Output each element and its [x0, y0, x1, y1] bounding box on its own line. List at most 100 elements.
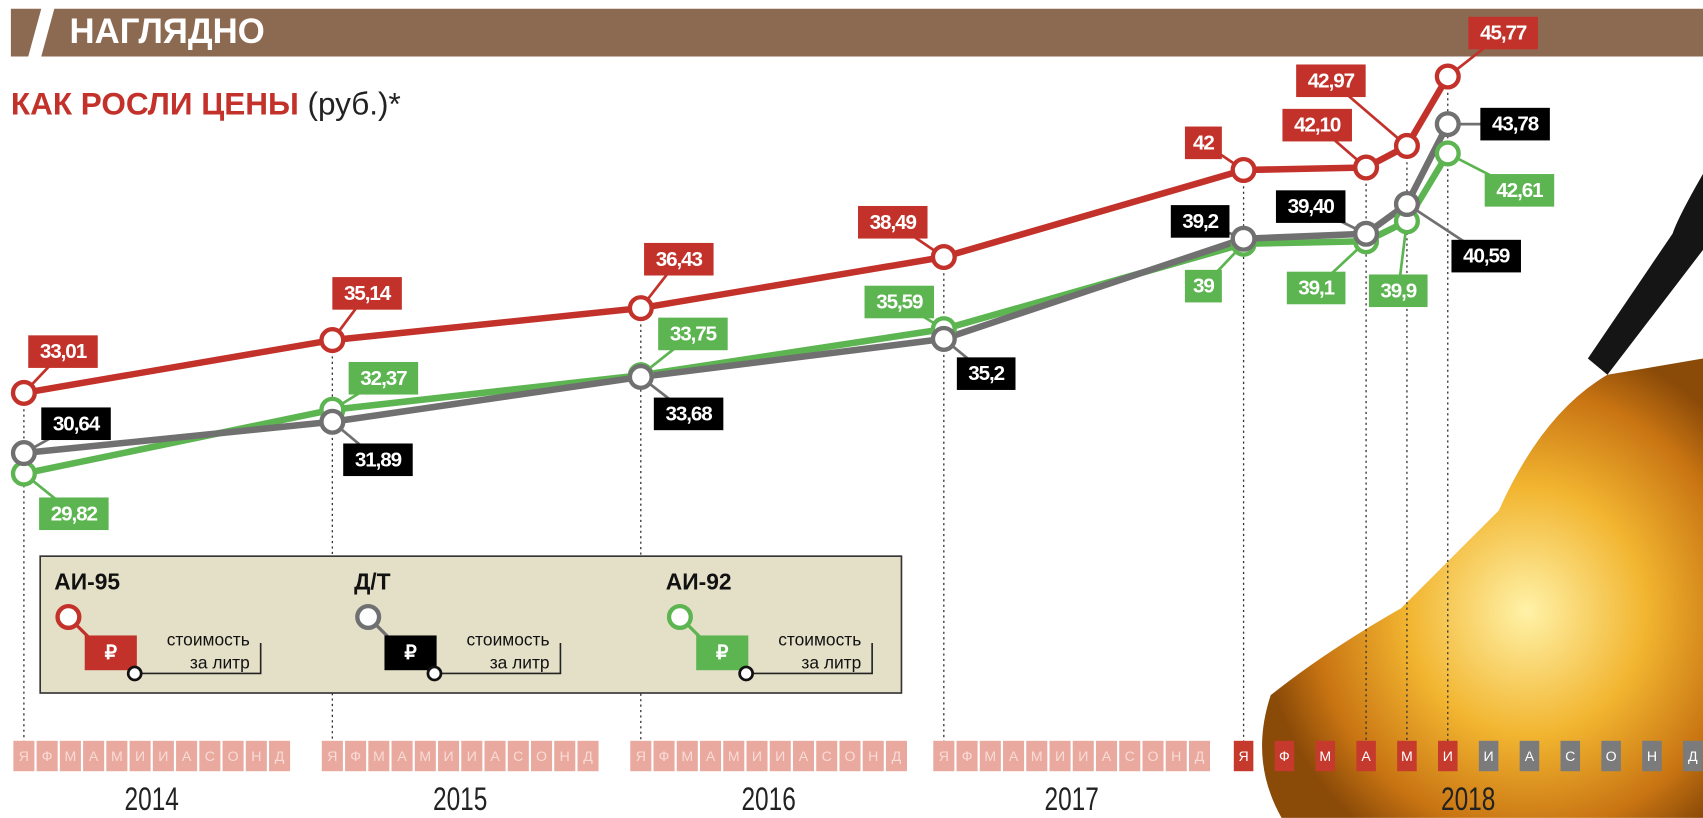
month-label: М	[728, 748, 740, 764]
value-label-box	[644, 242, 714, 276]
month-label: О	[536, 748, 547, 764]
month-label: А	[490, 748, 500, 764]
value-label: 40,59	[1463, 245, 1510, 268]
month-cell	[956, 740, 978, 772]
subtitle: (руб.)*	[308, 86, 401, 122]
value-label: 42,97	[1308, 69, 1355, 92]
month-label: О	[1148, 748, 1159, 764]
month-label: А	[182, 748, 192, 764]
year-label: 2017	[1044, 782, 1098, 818]
title: КАК РОСЛИ ЦЕНЫ	[11, 86, 299, 122]
month-label: И	[1055, 748, 1065, 764]
fuel-splash	[1262, 358, 1703, 818]
month-label: О	[228, 748, 239, 764]
year-label: 2018	[1441, 782, 1495, 818]
value-label-box	[858, 205, 928, 239]
point	[1393, 190, 1420, 218]
month-cell	[484, 740, 506, 772]
month-label: А	[89, 748, 99, 764]
value-label: 39,40	[1288, 195, 1335, 218]
month-label: Ф	[962, 748, 973, 764]
month-label: И	[135, 748, 145, 764]
month-label: Я	[19, 748, 29, 764]
legend-note: стоимость	[778, 629, 861, 649]
month-cell	[36, 740, 58, 772]
value-label: 43,78	[1492, 113, 1539, 136]
month-cell	[577, 740, 599, 772]
value-label-box	[1484, 174, 1555, 207]
month-cell	[321, 740, 343, 772]
chart-title: КАК РОСЛИ ЦЕНЫ (руб.)*	[11, 86, 401, 122]
value-label: 39,2	[1182, 210, 1218, 233]
month-cell	[769, 740, 791, 772]
legend-price-box	[384, 635, 437, 671]
legend-note: стоимость	[467, 629, 550, 649]
month-cell	[723, 740, 745, 772]
month-cell	[461, 740, 483, 772]
header-title: НАГЛЯДНО	[70, 13, 265, 51]
point	[1230, 156, 1257, 184]
month-label: С	[205, 748, 215, 764]
year-label: 2015	[433, 782, 487, 818]
value-label: 29,82	[51, 502, 98, 525]
month-label: Н	[560, 748, 570, 764]
point	[930, 325, 957, 352]
month-label: Я	[327, 748, 337, 764]
legend-currency: ₽	[716, 642, 729, 664]
month-cell	[1142, 740, 1164, 772]
value-label-box	[864, 285, 935, 319]
legend-note: за литр	[490, 652, 550, 672]
month-cell	[1188, 740, 1211, 772]
legend-name: АИ-95	[54, 568, 120, 594]
legend-bracket	[434, 643, 562, 675]
month-cell	[438, 740, 460, 772]
year-label: 2016	[741, 782, 795, 818]
value-label-box	[658, 317, 728, 351]
legend-dot	[738, 665, 755, 682]
month-cell	[1397, 740, 1417, 772]
month-label: Ф	[42, 748, 53, 764]
month-cell	[269, 740, 291, 772]
year-label: 2014	[125, 782, 179, 818]
legend-price-box	[696, 635, 749, 671]
month-cell	[676, 740, 698, 772]
month-cell	[862, 740, 884, 772]
legend-marker	[355, 603, 382, 631]
month-label: А	[1102, 748, 1112, 764]
legend-marker	[55, 603, 82, 631]
value-label: 38,49	[870, 211, 917, 234]
month-cell	[245, 740, 267, 772]
month-label: Д	[892, 748, 902, 764]
legend-note: за литр	[801, 652, 861, 672]
month-label: Ф	[659, 748, 670, 764]
month-cell	[1478, 740, 1499, 772]
month-cell	[1165, 740, 1187, 772]
month-cell	[554, 740, 576, 772]
value-label-box	[1184, 269, 1222, 303]
value-label: 30,64	[53, 412, 101, 435]
month-label: Д	[583, 748, 593, 764]
month-cell	[816, 740, 838, 772]
value-label-box	[41, 407, 111, 441]
month-cell	[1560, 740, 1581, 772]
month-label: Я	[939, 748, 949, 764]
month-label: М	[1031, 748, 1043, 764]
month-label: Д	[1688, 748, 1698, 764]
month-label: И	[467, 748, 477, 764]
value-label: 39,1	[1298, 277, 1334, 300]
month-label: М	[984, 748, 996, 764]
month-cell	[129, 740, 151, 772]
month-label: Н	[1171, 748, 1181, 764]
point	[10, 440, 37, 467]
month-cell	[368, 740, 390, 772]
value-label: 42	[1193, 131, 1214, 154]
value-label: 31,89	[355, 448, 402, 471]
value-label-box	[653, 397, 724, 431]
month-label: И	[775, 748, 785, 764]
value-label-box	[1296, 64, 1366, 98]
fuel-nozzle	[1587, 173, 1703, 375]
month-label: Д	[275, 748, 285, 764]
legend-name: Д/Т	[354, 568, 391, 594]
month-cell	[1437, 740, 1458, 772]
